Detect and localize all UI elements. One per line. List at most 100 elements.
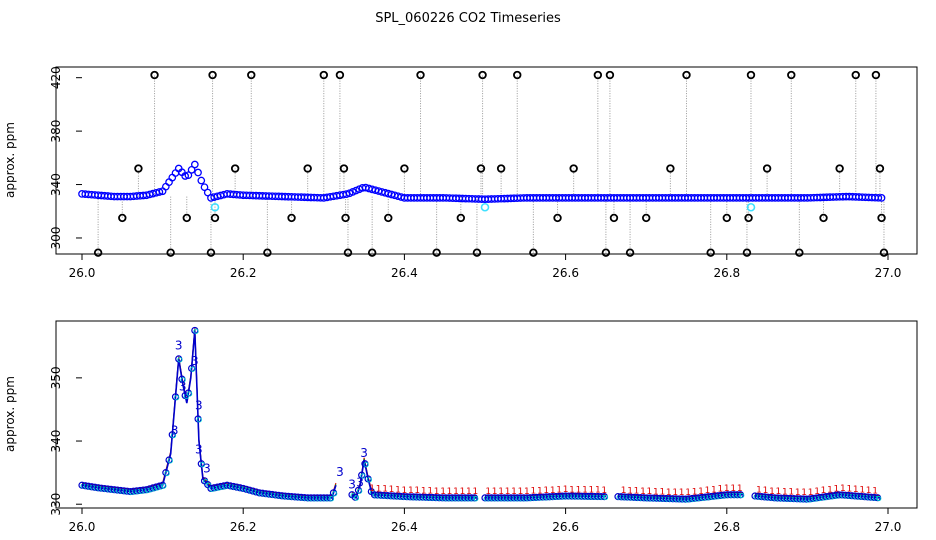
marker-label-red: 1	[737, 484, 743, 494]
cyan-point	[746, 202, 756, 212]
spike-point	[287, 213, 296, 223]
spike-point	[744, 213, 753, 223]
spike-point	[762, 164, 772, 173]
series-point-cyan	[876, 495, 882, 502]
marker-label: 3	[195, 443, 203, 457]
series-point-cyan	[735, 492, 742, 499]
series-point-cyan	[190, 366, 196, 372]
marker-label-red: 1	[795, 488, 801, 498]
series-point-cyan	[157, 484, 164, 490]
y-tick-label: 350	[49, 366, 63, 389]
spike-point	[472, 248, 482, 257]
baseline-point	[877, 194, 886, 202]
spike-point	[206, 248, 216, 257]
marker-label: 3	[195, 398, 203, 412]
series-point-cyan	[177, 357, 183, 363]
marker-label-red: 1	[666, 488, 672, 498]
marker-label-red: 1	[402, 486, 408, 496]
main-title: SPL_060226 CO2 Timeseries	[375, 11, 561, 26]
spike-point	[339, 164, 349, 173]
baseline-point	[161, 182, 170, 191]
top-x-axis: 26.0 26.2 26.4 26.6 26.8 27.0	[69, 254, 901, 280]
marker-label-red: 1	[679, 488, 685, 498]
marker-label: 3	[191, 354, 199, 368]
spike-point	[210, 213, 220, 223]
y-tick-label: 380	[49, 120, 63, 143]
marker-label-red: 1	[769, 487, 775, 497]
marker-label-red: 1	[440, 487, 446, 497]
bottom-y-axis: 330 340 350	[49, 366, 82, 516]
series-point-cyan	[141, 488, 148, 494]
marker-label-red: 1	[756, 486, 762, 496]
marker-label-red: 1	[640, 487, 646, 497]
spike-point	[93, 248, 103, 257]
marker-label-red: 1	[376, 484, 382, 494]
series-point-cyan	[332, 490, 338, 497]
bottom-x-axis: 26.0 26.2 26.4 26.6 26.8 27.0	[69, 508, 901, 534]
spike-point	[706, 248, 715, 257]
spike-point	[601, 248, 611, 257]
marker-label-red: 1	[453, 487, 459, 497]
marker-label-red: 1	[872, 487, 878, 497]
y-tick-label: 420	[49, 66, 63, 89]
marker-label-red: 1	[472, 487, 478, 497]
marker-label-red: 1	[576, 485, 582, 495]
marker-label-red: 1	[427, 487, 433, 497]
spike-point	[879, 248, 889, 257]
series-point-cyan	[602, 494, 609, 501]
x-tick-label: 26.2	[230, 266, 257, 280]
marker-label: 3	[203, 462, 211, 476]
marker-label-red: 1	[634, 487, 640, 497]
x-tick-label: 26.0	[69, 266, 96, 280]
marker-label-red: 1	[395, 485, 401, 495]
series-point-cyan	[170, 432, 177, 439]
series-point-cyan	[196, 417, 202, 423]
marker-label-red: 1	[821, 486, 827, 496]
spike-point	[875, 164, 885, 173]
spike-point	[319, 70, 328, 80]
marker-label-red: 1	[659, 488, 665, 498]
top-plot-frame	[55, 66, 918, 255]
marker-label-red: 1	[788, 488, 794, 498]
marker-label-red: 1	[801, 488, 807, 498]
series-point-cyan	[212, 485, 219, 492]
series-point-cyan	[193, 328, 199, 334]
marker-label-red: 1	[569, 485, 575, 495]
marker-label: 3	[171, 424, 179, 438]
marker-label-red: 1	[382, 485, 388, 495]
spike-point	[263, 248, 272, 257]
x-tick-label: 26.6	[552, 266, 579, 280]
bottom-plot-frame	[55, 320, 918, 509]
spike-point	[476, 164, 486, 173]
top-y-axis-title: approx. ppm	[3, 122, 17, 198]
marker-label-red: 1	[846, 485, 852, 495]
series-point-cyan	[174, 394, 180, 401]
spike-point	[367, 248, 377, 257]
spike-point	[795, 248, 804, 257]
top-data-points	[78, 70, 889, 257]
series-point-cyan	[363, 461, 369, 468]
marker-label: 3	[179, 379, 187, 393]
top-y-axis: 300 340 380 420	[49, 66, 82, 249]
marker-label-red: 1	[692, 487, 698, 497]
marker-label-red: 1	[408, 486, 414, 496]
spike-point	[432, 248, 441, 257]
baseline-point	[155, 188, 164, 196]
marker-label-red: 1	[653, 487, 659, 497]
baseline-point	[184, 171, 193, 180]
marker-label-red: 1	[763, 486, 769, 496]
spike-point	[877, 213, 886, 223]
spike-point	[666, 164, 675, 173]
series-point-cyan	[167, 458, 173, 464]
cyan-point	[210, 202, 220, 212]
series-point-cyan	[199, 461, 206, 468]
series-point-cyan	[360, 473, 366, 479]
y-tick-label: 340	[49, 430, 63, 453]
spike-point	[134, 164, 143, 173]
spike-point	[400, 164, 409, 173]
spike-point	[496, 164, 506, 173]
marker-label-red: 1	[466, 487, 472, 497]
marker-label-red: 1	[530, 487, 536, 497]
marker-label-red: 1	[627, 486, 633, 496]
